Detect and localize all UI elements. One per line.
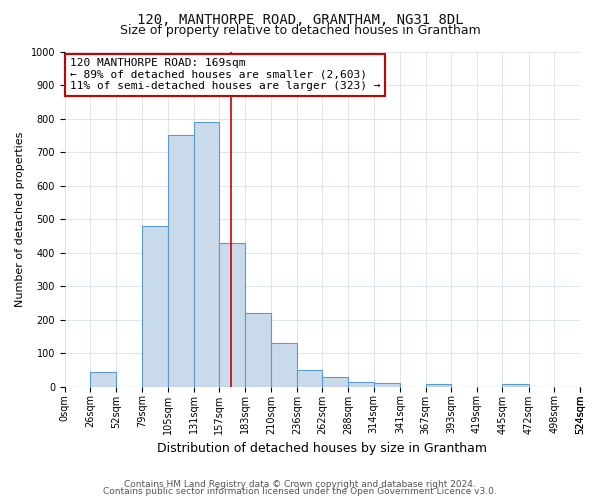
Text: Contains HM Land Registry data © Crown copyright and database right 2024.: Contains HM Land Registry data © Crown c…: [124, 480, 476, 489]
Text: 120 MANTHORPE ROAD: 169sqm
← 89% of detached houses are smaller (2,603)
11% of s: 120 MANTHORPE ROAD: 169sqm ← 89% of deta…: [70, 58, 380, 92]
Text: Size of property relative to detached houses in Grantham: Size of property relative to detached ho…: [119, 24, 481, 37]
Bar: [194, 122, 219, 386]
Text: Contains public sector information licensed under the Open Government Licence v3: Contains public sector information licen…: [103, 488, 497, 496]
Bar: [168, 136, 194, 386]
Bar: [91, 372, 116, 386]
Bar: [348, 382, 374, 386]
Bar: [271, 343, 297, 386]
Bar: [425, 384, 451, 386]
Y-axis label: Number of detached properties: Number of detached properties: [15, 132, 25, 307]
Text: 120, MANTHORPE ROAD, GRANTHAM, NG31 8DL: 120, MANTHORPE ROAD, GRANTHAM, NG31 8DL: [137, 12, 463, 26]
Bar: [219, 242, 245, 386]
Bar: [245, 313, 271, 386]
Bar: [374, 384, 400, 386]
Bar: [297, 370, 322, 386]
Bar: [142, 226, 168, 386]
X-axis label: Distribution of detached houses by size in Grantham: Distribution of detached houses by size …: [157, 442, 487, 455]
Bar: [322, 378, 348, 386]
Bar: [502, 384, 529, 386]
